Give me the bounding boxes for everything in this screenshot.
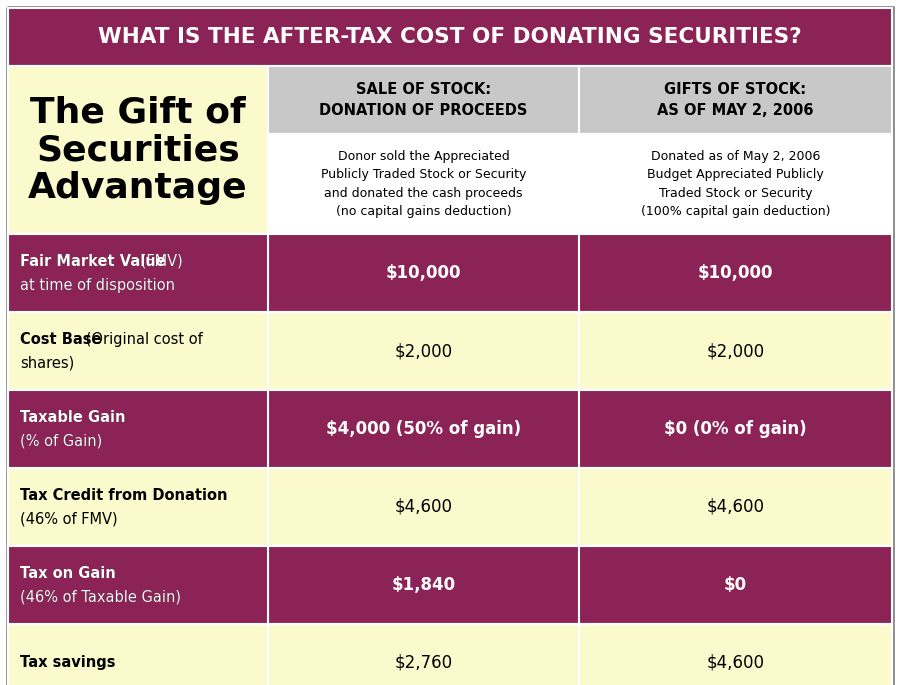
- Bar: [268, 134, 579, 234]
- Text: $10,000: $10,000: [698, 264, 773, 282]
- Text: Tax Credit from Donation: Tax Credit from Donation: [20, 488, 228, 503]
- Text: SALE OF STOCK:
DONATION OF PROCEEDS: SALE OF STOCK: DONATION OF PROCEEDS: [320, 82, 527, 118]
- Text: Advantage: Advantage: [28, 171, 248, 205]
- Bar: [268, 66, 579, 134]
- Bar: [8, 546, 268, 624]
- Text: Donated as of May 2, 2006
Budget Appreciated Publicly
Traded Stock or Security
(: Donated as of May 2, 2006 Budget Appreci…: [641, 150, 830, 219]
- Text: WHAT IS THE AFTER-TAX COST OF DONATING SECURITIES?: WHAT IS THE AFTER-TAX COST OF DONATING S…: [98, 27, 802, 47]
- Text: (% of Gain): (% of Gain): [20, 434, 103, 449]
- Bar: [579, 390, 892, 468]
- Text: Fair Market Value: Fair Market Value: [20, 253, 166, 269]
- Text: $4,600: $4,600: [394, 498, 453, 516]
- Bar: [579, 66, 892, 134]
- Text: Securities: Securities: [36, 133, 240, 167]
- Bar: [8, 66, 268, 234]
- Bar: [8, 546, 268, 624]
- Bar: [268, 390, 579, 468]
- Bar: [8, 468, 268, 546]
- Bar: [579, 468, 892, 546]
- Bar: [268, 312, 579, 390]
- Text: $4,600: $4,600: [706, 654, 764, 672]
- Bar: [8, 390, 268, 468]
- Bar: [579, 546, 892, 624]
- Text: Tax savings: Tax savings: [20, 656, 115, 671]
- Text: GIFTS OF STOCK:
AS OF MAY 2, 2006: GIFTS OF STOCK: AS OF MAY 2, 2006: [657, 82, 814, 118]
- Text: The Gift of: The Gift of: [30, 95, 246, 129]
- Bar: [579, 234, 892, 312]
- Text: at time of disposition: at time of disposition: [20, 277, 175, 292]
- Bar: [8, 312, 268, 390]
- Text: shares): shares): [20, 356, 74, 371]
- Bar: [8, 234, 268, 312]
- Text: Donor sold the Appreciated
Publicly Traded Stock or Security
and donated the cas: Donor sold the Appreciated Publicly Trad…: [320, 150, 526, 219]
- Bar: [8, 390, 268, 468]
- Text: (% of Gain): (% of Gain): [20, 434, 103, 449]
- Text: (Original cost of: (Original cost of: [81, 332, 202, 347]
- Bar: [579, 134, 892, 234]
- Text: (46% of Taxable Gain): (46% of Taxable Gain): [20, 590, 181, 604]
- Bar: [579, 624, 892, 685]
- Text: Taxable Gain: Taxable Gain: [20, 410, 125, 425]
- Text: $10,000: $10,000: [386, 264, 461, 282]
- Text: Tax on Gain: Tax on Gain: [20, 566, 116, 580]
- Bar: [8, 234, 268, 312]
- Text: $2,000: $2,000: [706, 342, 765, 360]
- Text: $4,000 (50% of gain): $4,000 (50% of gain): [326, 420, 521, 438]
- Text: at time of disposition: at time of disposition: [20, 277, 175, 292]
- Bar: [268, 468, 579, 546]
- Text: Tax on Gain: Tax on Gain: [20, 566, 116, 580]
- Text: $2,760: $2,760: [394, 654, 453, 672]
- Text: $0: $0: [724, 576, 747, 594]
- Bar: [268, 546, 579, 624]
- Text: Cost Base: Cost Base: [20, 332, 102, 347]
- Text: Taxable Gain: Taxable Gain: [20, 410, 125, 425]
- Text: (FMV): (FMV): [136, 253, 183, 269]
- Text: (46% of Taxable Gain): (46% of Taxable Gain): [20, 590, 181, 604]
- Text: (FMV): (FMV): [136, 253, 183, 269]
- Text: (46% of FMV): (46% of FMV): [20, 512, 118, 527]
- Text: $2,000: $2,000: [394, 342, 453, 360]
- Bar: [579, 312, 892, 390]
- Text: $0 (0% of gain): $0 (0% of gain): [664, 420, 806, 438]
- Bar: [268, 624, 579, 685]
- Text: $4,600: $4,600: [706, 498, 764, 516]
- Bar: [268, 234, 579, 312]
- Bar: [8, 8, 892, 66]
- Text: Fair Market Value: Fair Market Value: [20, 253, 166, 269]
- Bar: [8, 624, 268, 685]
- Text: $1,840: $1,840: [392, 576, 455, 594]
